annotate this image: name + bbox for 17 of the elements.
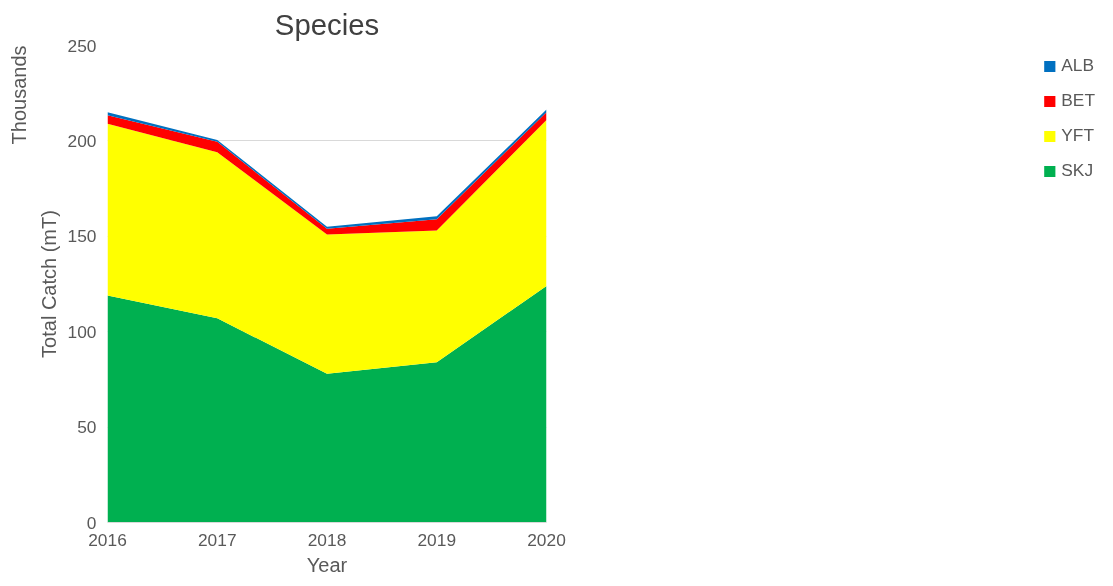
legend-label: ALB — [1061, 55, 1095, 76]
legend-label: BET — [1061, 90, 1095, 111]
x-tick-label: 2019 — [417, 529, 457, 550]
legend-label: YFT — [1061, 125, 1095, 146]
x-axis-title: Year — [306, 553, 348, 576]
y-tick-label: 150 — [67, 226, 97, 247]
legend-label: SKJ — [1061, 160, 1094, 181]
chart-title: Species — [274, 7, 380, 41]
y-tick-label: 50 — [77, 417, 97, 438]
x-tick-label: 2018 — [307, 529, 347, 550]
y-axis-title: Total Catch (mT) — [37, 210, 60, 358]
x-tick-label: 2017 — [197, 529, 237, 550]
x-tick-label: 2020 — [527, 529, 566, 550]
text: Thousands — [7, 45, 30, 145]
y-tick-label: 200 — [67, 130, 97, 151]
y-tick-label: 100 — [67, 321, 97, 342]
y-tick-label: 250 — [67, 35, 97, 56]
